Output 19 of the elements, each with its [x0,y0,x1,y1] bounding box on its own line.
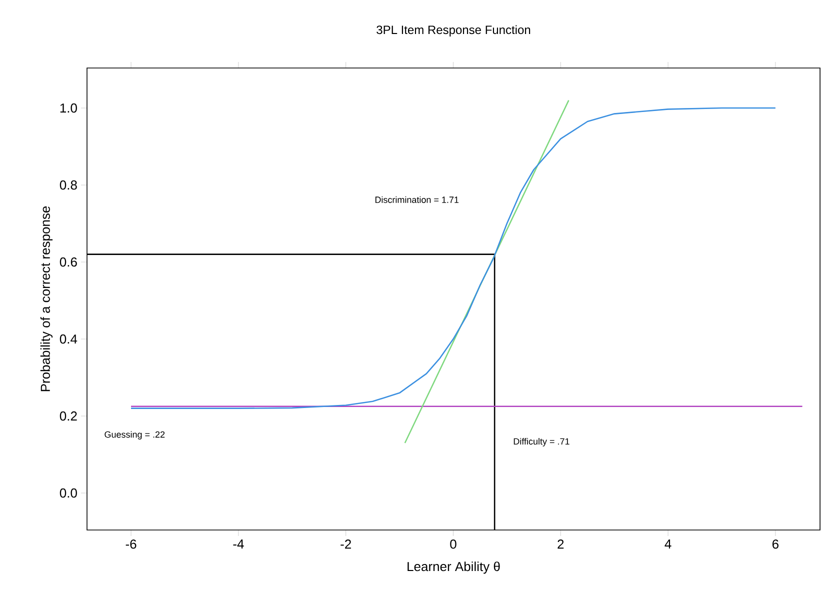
y-axis-title: Probability of a correct response [40,206,53,392]
x-tick-label: -6 [126,540,136,549]
x-tick-label: 4 [664,540,672,548]
y-tick-label: 0.6 [60,257,77,267]
annotation: Difficulty = .71 [514,438,570,446]
y-tick-label: 0.2 [60,411,77,421]
x-tick-label: 0 [450,540,456,549]
y-tick-label: 0.8 [60,180,77,190]
x-tick-label: -4 [233,540,244,548]
x-tick-label: 6 [772,540,778,549]
annotation: Guessing = .22 [104,431,165,440]
y-tick-label: 0.4 [60,334,78,344]
x-axis-title: Learner Ability θ [408,562,500,574]
y-tick-label: 0.0 [60,488,77,498]
chart-title: 3PL Item Response Function [376,25,530,36]
x-tick-label: -2 [340,540,351,549]
x-tick-label: 2 [558,540,564,549]
annotation: Discrimination = 1.71 [375,196,459,203]
y-tick-label: 1.0 [60,103,77,113]
